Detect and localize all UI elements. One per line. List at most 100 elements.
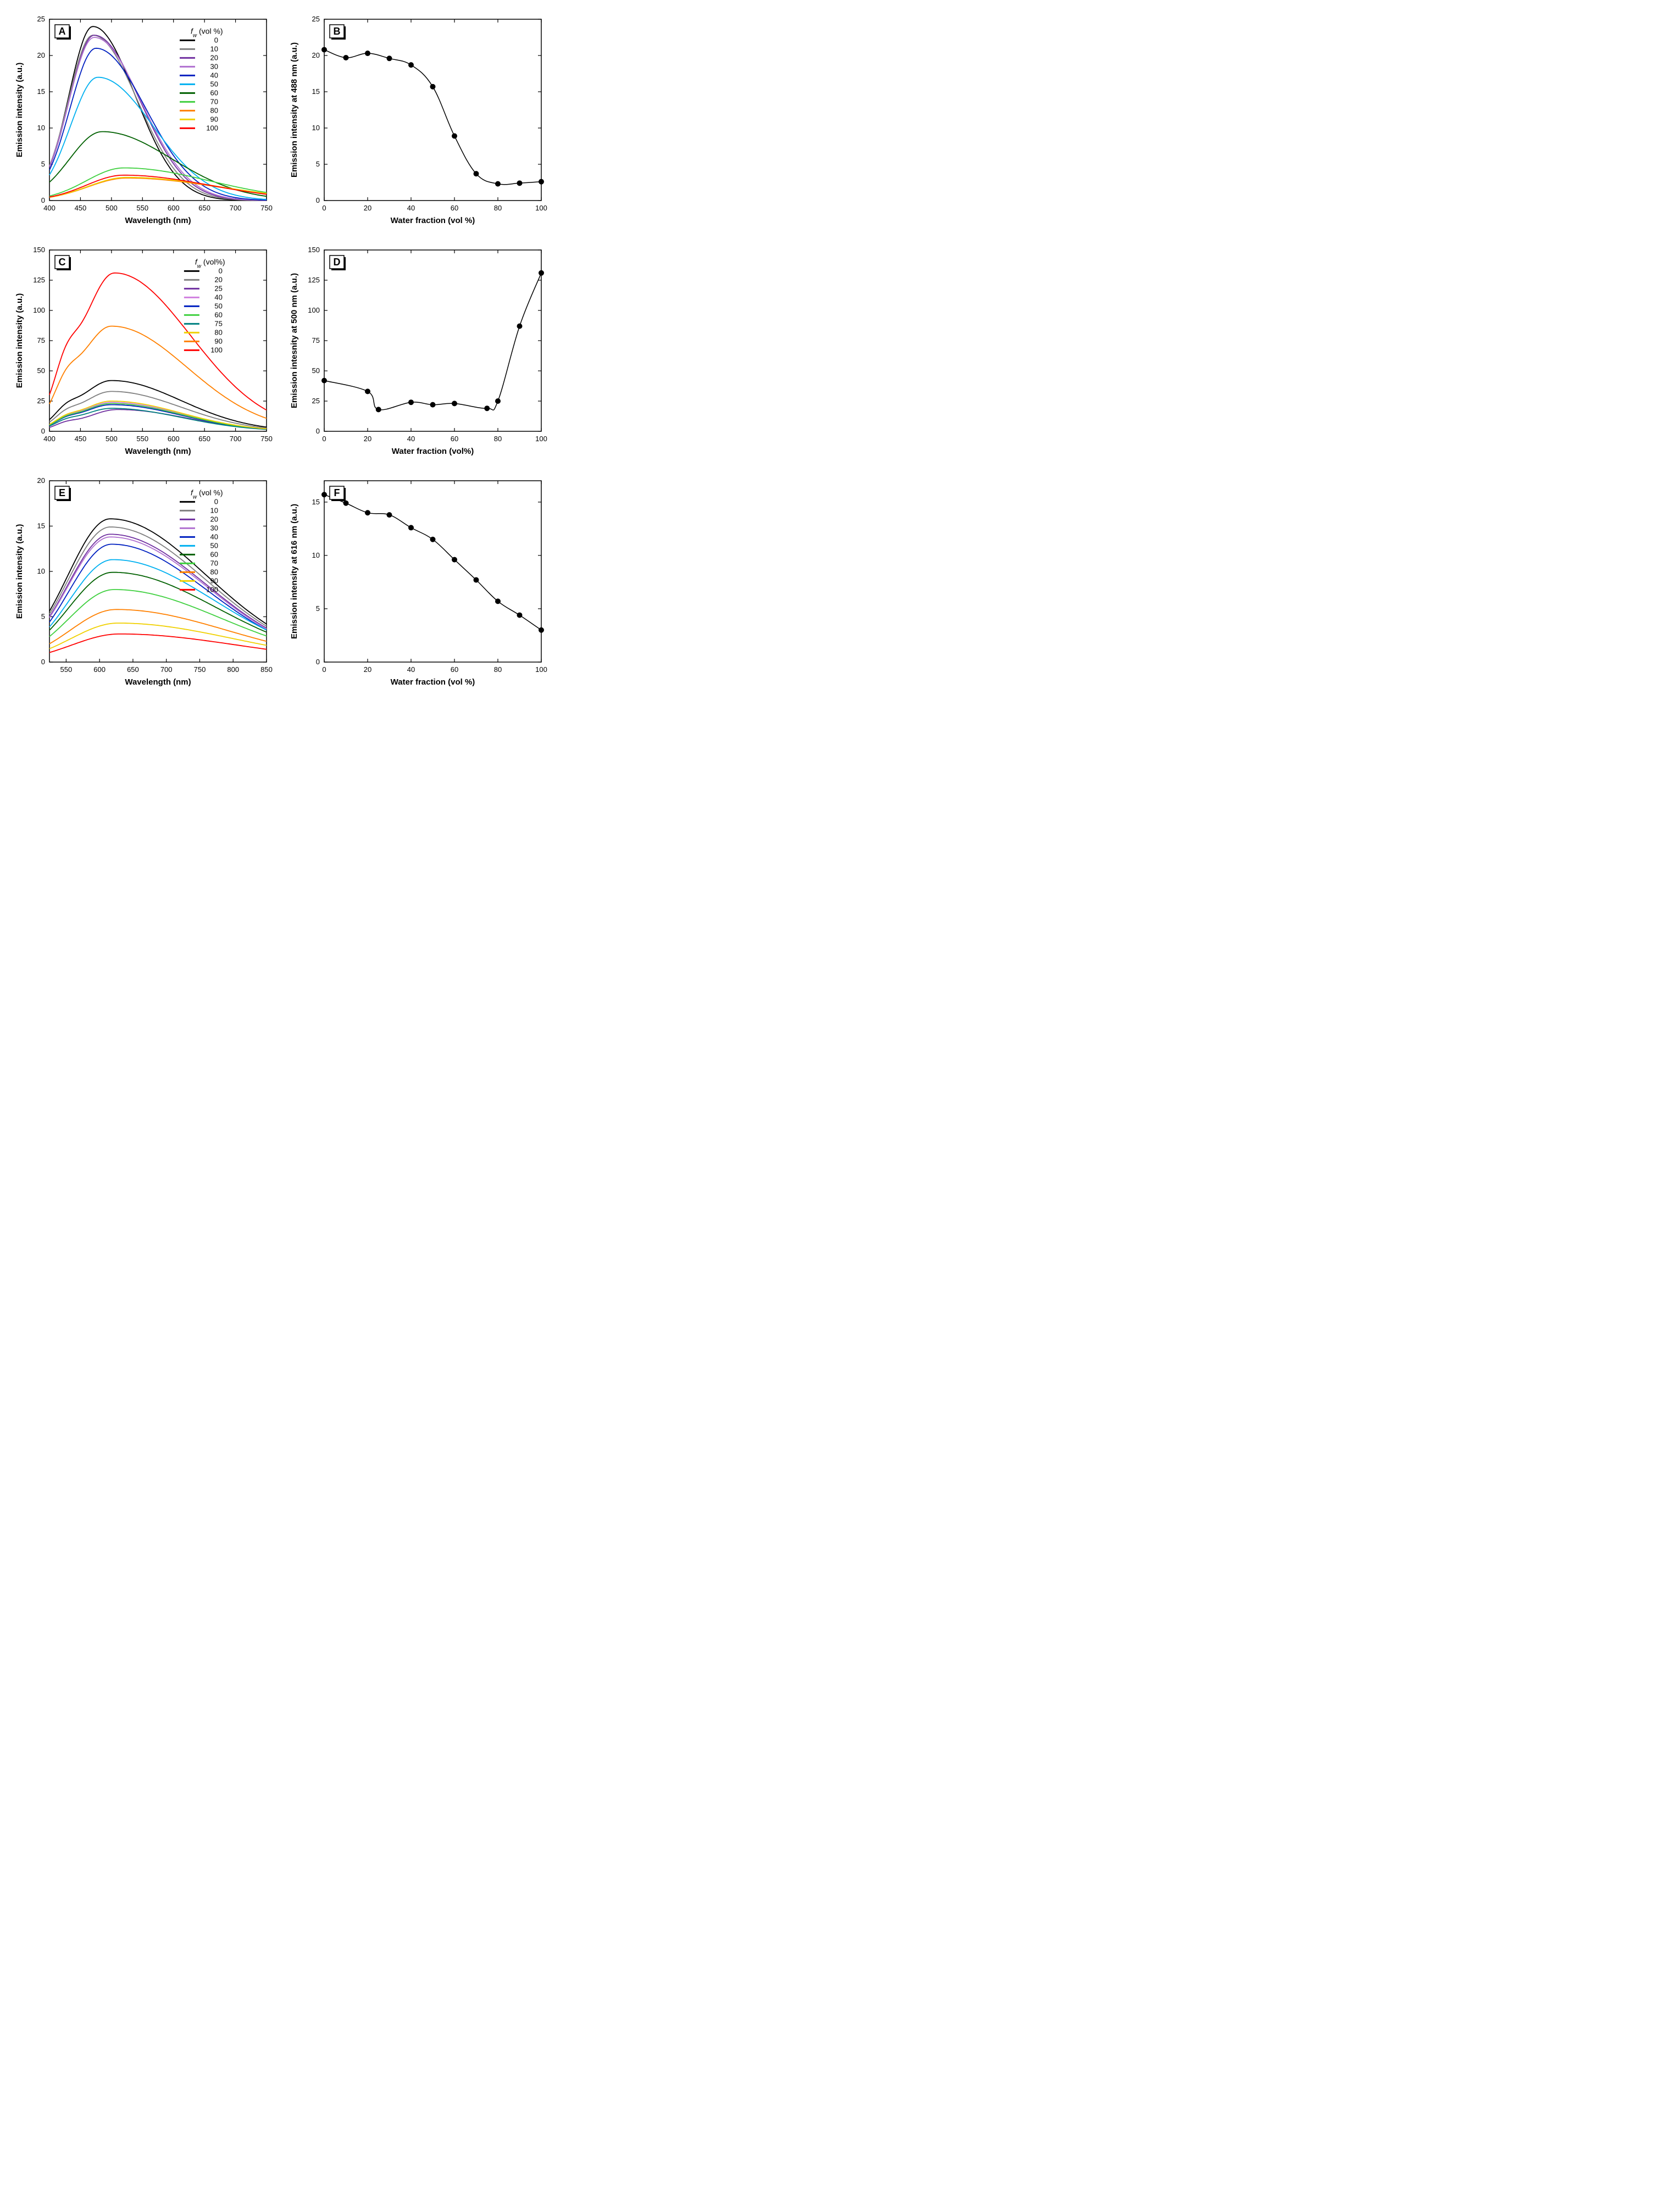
- svg-text:C: C: [59, 257, 66, 268]
- svg-text:50: 50: [214, 302, 222, 310]
- svg-text:0: 0: [316, 427, 320, 435]
- svg-text:Emission intesnity at 500 nm (: Emission intesnity at 500 nm (a.u.): [290, 273, 299, 408]
- data-point: [322, 47, 327, 52]
- spectrum-curve: [49, 519, 267, 624]
- panel-b: 0204060801000510152025Water fraction (vo…: [286, 11, 550, 231]
- svg-text:20: 20: [364, 435, 371, 443]
- data-point: [409, 63, 414, 68]
- data-point: [474, 171, 479, 176]
- svg-text:700: 700: [230, 435, 242, 443]
- data-point: [343, 501, 348, 505]
- spectrum-curve: [49, 37, 267, 201]
- svg-text:D: D: [334, 257, 341, 268]
- svg-text:Emission intensity at 488 nm (: Emission intensity at 488 nm (a.u.): [290, 42, 299, 177]
- svg-text:0: 0: [214, 36, 218, 44]
- svg-text:20: 20: [37, 476, 45, 485]
- trend-line: [324, 273, 541, 410]
- chart-a: 4004505005506006507007500510152025Wavele…: [11, 11, 275, 231]
- spectrum-curve: [49, 634, 267, 653]
- svg-text:100: 100: [308, 306, 320, 314]
- svg-text:500: 500: [106, 204, 118, 212]
- data-point: [474, 577, 479, 582]
- svg-text:60: 60: [210, 550, 218, 558]
- svg-text:25: 25: [37, 15, 45, 23]
- svg-text:750: 750: [260, 204, 273, 212]
- svg-text:Water fraction (vol%): Water fraction (vol%): [392, 447, 474, 456]
- svg-text:F: F: [334, 487, 340, 498]
- svg-text:50: 50: [210, 80, 218, 88]
- svg-text:20: 20: [37, 51, 45, 59]
- svg-text:Water fraction (vol %): Water fraction (vol %): [391, 677, 475, 687]
- svg-text:125: 125: [308, 276, 320, 284]
- svg-text:80: 80: [214, 328, 222, 336]
- svg-text:Wavelength (nm): Wavelength (nm): [125, 447, 191, 456]
- svg-text:75: 75: [312, 336, 320, 344]
- svg-text:10: 10: [210, 506, 218, 514]
- trend-line: [324, 49, 541, 184]
- svg-text:40: 40: [407, 435, 415, 443]
- svg-text:60: 60: [451, 665, 458, 674]
- svg-text:600: 600: [168, 204, 180, 212]
- svg-text:90: 90: [214, 337, 222, 345]
- spectrum-curve: [49, 35, 267, 201]
- svg-text:60: 60: [451, 204, 458, 212]
- svg-text:Emission intensity at 616 nm (: Emission intensity at 616 nm (a.u.): [290, 504, 299, 639]
- svg-text:Emission intensity (a.u.): Emission intensity (a.u.): [15, 293, 24, 388]
- svg-text:750: 750: [194, 665, 206, 674]
- svg-text:Wavelength (nm): Wavelength (nm): [125, 677, 191, 687]
- svg-text:25: 25: [37, 397, 45, 405]
- data-point: [496, 399, 501, 404]
- svg-text:10: 10: [37, 567, 45, 575]
- panel-e: 55060065070075080085005101520Wavelength …: [11, 473, 275, 692]
- svg-text:80: 80: [494, 204, 502, 212]
- svg-text:40: 40: [210, 71, 218, 79]
- data-point: [496, 181, 501, 186]
- svg-text:0: 0: [322, 204, 326, 212]
- svg-text:B: B: [334, 26, 341, 37]
- svg-text:60: 60: [451, 435, 458, 443]
- chart-f: 020406080100051015Water fraction (vol %)…: [286, 473, 550, 692]
- svg-text:15: 15: [37, 522, 45, 530]
- spectrum-curve: [49, 168, 267, 196]
- spectrum-curve: [49, 527, 267, 626]
- data-point: [322, 492, 327, 497]
- svg-text:450: 450: [75, 435, 87, 443]
- svg-text:25: 25: [312, 15, 320, 23]
- chart-d: 0204060801000255075100125150Water fracti…: [286, 242, 550, 462]
- svg-text:0: 0: [316, 196, 320, 204]
- svg-text:400: 400: [43, 204, 56, 212]
- svg-text:100: 100: [535, 435, 547, 443]
- svg-text:850: 850: [260, 665, 273, 674]
- svg-text:15: 15: [312, 498, 320, 506]
- svg-text:20: 20: [364, 665, 371, 674]
- svg-text:25: 25: [214, 284, 222, 292]
- svg-text:30: 30: [210, 524, 218, 532]
- svg-text:150: 150: [33, 246, 45, 254]
- svg-text:50: 50: [210, 541, 218, 549]
- svg-text:450: 450: [75, 204, 87, 212]
- data-point: [387, 513, 392, 518]
- data-point: [365, 51, 370, 56]
- svg-text:Wavelength (nm): Wavelength (nm): [125, 216, 191, 225]
- svg-text:0: 0: [41, 427, 45, 435]
- spectrum-curve: [49, 326, 267, 419]
- svg-text:70: 70: [210, 559, 218, 567]
- svg-text:650: 650: [198, 204, 210, 212]
- data-point: [343, 55, 348, 60]
- svg-text:0: 0: [41, 658, 45, 666]
- svg-text:20: 20: [364, 204, 371, 212]
- svg-text:100: 100: [535, 204, 547, 212]
- svg-text:600: 600: [93, 665, 106, 674]
- svg-text:50: 50: [37, 366, 45, 375]
- svg-text:650: 650: [198, 435, 210, 443]
- svg-text:0: 0: [41, 196, 45, 204]
- svg-text:700: 700: [230, 204, 242, 212]
- spectrum-curve: [49, 273, 267, 410]
- data-point: [376, 407, 381, 412]
- panel-c: 4004505005506006507007500255075100125150…: [11, 242, 275, 462]
- svg-text:A: A: [59, 26, 66, 37]
- svg-text:E: E: [59, 487, 65, 498]
- svg-text:0: 0: [214, 497, 218, 505]
- panel-d: 0204060801000255075100125150Water fracti…: [286, 242, 550, 462]
- svg-text:800: 800: [227, 665, 239, 674]
